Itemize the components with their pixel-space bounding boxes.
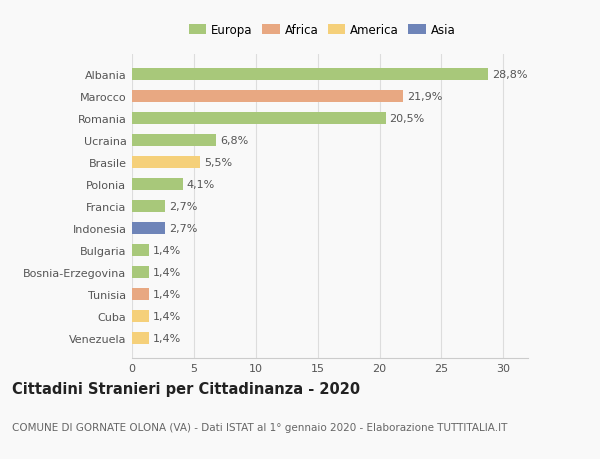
Bar xyxy=(132,91,403,103)
Bar xyxy=(132,134,216,147)
Bar xyxy=(132,288,149,300)
Text: 1,4%: 1,4% xyxy=(153,268,181,277)
Text: 4,1%: 4,1% xyxy=(187,179,215,190)
Text: 2,7%: 2,7% xyxy=(169,202,197,212)
Text: Cittadini Stranieri per Cittadinanza - 2020: Cittadini Stranieri per Cittadinanza - 2… xyxy=(12,381,360,396)
Text: 2,7%: 2,7% xyxy=(169,224,197,234)
Text: 20,5%: 20,5% xyxy=(389,114,425,124)
Text: 1,4%: 1,4% xyxy=(153,246,181,255)
Text: COMUNE DI GORNATE OLONA (VA) - Dati ISTAT al 1° gennaio 2020 - Elaborazione TUTT: COMUNE DI GORNATE OLONA (VA) - Dati ISTA… xyxy=(12,422,508,432)
Text: 21,9%: 21,9% xyxy=(407,92,442,102)
Text: 1,4%: 1,4% xyxy=(153,289,181,299)
Bar xyxy=(132,223,166,235)
Text: 28,8%: 28,8% xyxy=(492,70,527,80)
Bar xyxy=(132,266,149,279)
Bar xyxy=(132,157,200,169)
Legend: Europa, Africa, America, Asia: Europa, Africa, America, Asia xyxy=(187,22,458,39)
Bar xyxy=(132,179,183,190)
Text: 1,4%: 1,4% xyxy=(153,333,181,343)
Bar xyxy=(132,332,149,344)
Text: 6,8%: 6,8% xyxy=(220,136,248,146)
Text: 5,5%: 5,5% xyxy=(204,158,232,168)
Bar xyxy=(132,310,149,322)
Bar xyxy=(132,113,386,125)
Bar xyxy=(132,201,166,213)
Bar xyxy=(132,244,149,257)
Text: 1,4%: 1,4% xyxy=(153,311,181,321)
Bar xyxy=(132,69,488,81)
